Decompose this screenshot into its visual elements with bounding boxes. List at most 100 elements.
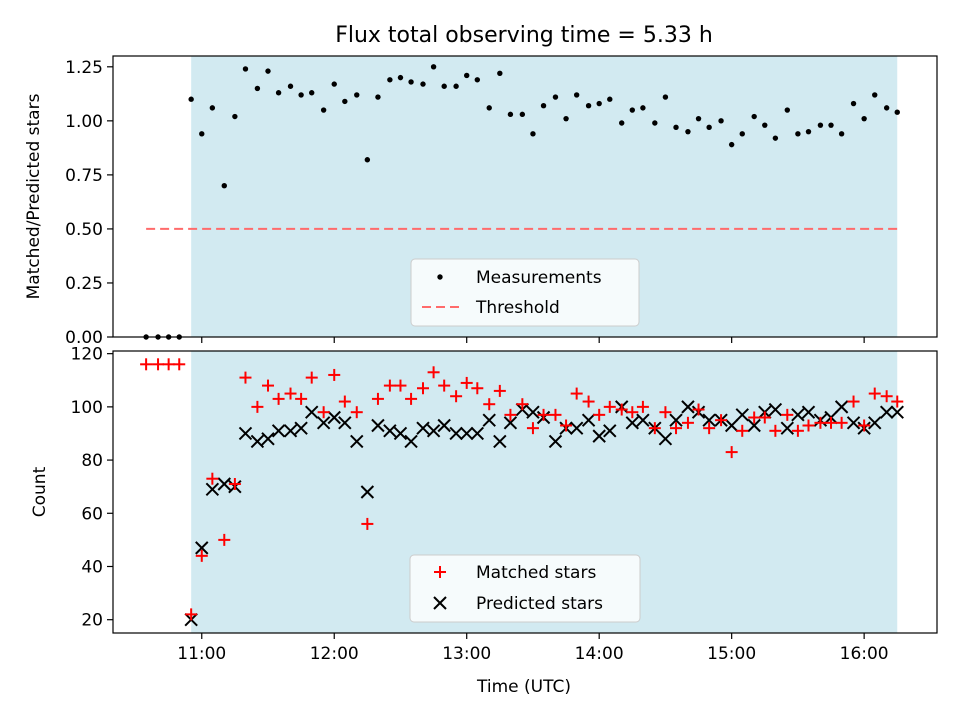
top-legend: Measurements Threshold — [410, 258, 640, 327]
y-tick-label: 20 — [81, 611, 103, 631]
matched-point — [748, 411, 761, 424]
predicted-point — [482, 413, 496, 427]
measurement-point — [387, 77, 393, 83]
predicted-point — [360, 485, 375, 499]
measurement-point — [861, 115, 867, 122]
measurement-point — [894, 109, 900, 115]
matched-point — [272, 392, 285, 405]
predicted-point — [780, 421, 795, 435]
legend-measurements-label: Measurements — [476, 268, 602, 288]
predicted-point — [205, 482, 220, 497]
matched-point — [361, 517, 374, 530]
matched-point — [880, 390, 893, 403]
measurement-point — [464, 72, 470, 79]
matched-point — [868, 387, 881, 400]
matched-point — [626, 406, 639, 419]
predicted-point — [470, 426, 485, 441]
measurement-point — [619, 120, 625, 126]
measurement-point — [728, 141, 735, 148]
top-x-axis-ticks — [201, 337, 865, 343]
measurement-point — [883, 105, 890, 111]
y-tick-label: 0.50 — [65, 220, 103, 240]
measurement-point — [838, 131, 845, 137]
measurement-point — [254, 85, 261, 92]
count-points — [140, 358, 904, 627]
matched-point — [636, 400, 649, 413]
predicted-point — [846, 416, 861, 430]
y-tick-label: 40 — [81, 557, 103, 577]
measurement-point — [805, 128, 812, 135]
matched-point — [140, 358, 153, 371]
predicted-point — [747, 418, 761, 433]
measurement-point — [430, 64, 437, 70]
y-tick-label: 80 — [81, 451, 103, 471]
matched-point — [549, 408, 562, 421]
predicted-point — [834, 400, 849, 414]
y-tick-label: 0.00 — [65, 328, 103, 348]
measurement-point — [751, 113, 757, 120]
matched-point — [603, 400, 616, 413]
measurement-point — [563, 115, 569, 122]
x-tick-label: 15:00 — [707, 644, 756, 664]
measurement-point — [497, 70, 503, 76]
predicted-point — [503, 416, 518, 430]
matched-point — [659, 406, 672, 419]
measurement-point — [795, 131, 801, 137]
matched-point — [450, 390, 463, 403]
matched-point — [791, 424, 804, 437]
measurement-point — [420, 81, 426, 87]
predicted-point — [383, 424, 397, 438]
matched-point — [703, 422, 716, 435]
predicted-point — [636, 413, 650, 427]
predicted-point — [283, 424, 298, 438]
predicted-point — [416, 421, 430, 435]
matched-point — [295, 392, 308, 405]
predicted-point — [393, 426, 408, 441]
measurement-point — [629, 107, 636, 113]
predicted-point — [217, 477, 231, 491]
matched-point — [284, 387, 297, 400]
predicted-point — [426, 424, 441, 438]
measurement-point — [242, 66, 249, 72]
predicted-point — [460, 426, 474, 441]
predicted-point — [669, 413, 683, 427]
measurement-point — [530, 131, 536, 137]
measurement-point — [718, 118, 724, 124]
measurement-point — [275, 90, 282, 96]
predicted-point — [681, 400, 695, 414]
measurement-point — [232, 113, 238, 120]
matched-point — [891, 395, 904, 408]
matched-point — [736, 424, 749, 437]
predicted-point — [294, 421, 308, 435]
x-tick-label: 12:00 — [310, 644, 359, 664]
measurement-point — [364, 157, 371, 163]
matched-point — [648, 422, 661, 435]
matched-point — [858, 419, 871, 432]
matched-point — [185, 608, 198, 621]
matched-point — [173, 358, 186, 371]
matched-point — [615, 403, 628, 416]
legend-predicted-label: Predicted stars — [476, 594, 603, 614]
matched-point — [560, 419, 573, 432]
x-tick-label: 11:00 — [177, 644, 226, 664]
matched-point — [427, 366, 440, 379]
y-tick-label: 120 — [71, 345, 103, 365]
measurement-point — [507, 111, 514, 118]
measurement-point — [872, 92, 878, 98]
matched-point — [835, 416, 848, 429]
predicted-point — [724, 418, 739, 433]
measurement-point — [397, 74, 404, 81]
matched-point — [847, 395, 860, 408]
predicted-point — [603, 424, 617, 438]
measurement-point — [662, 94, 669, 100]
matched-point — [251, 400, 264, 413]
bottom-panel-plot-area: 20 40 60 80 100 120 11:00 12:00 13:00 14:00 15:00… — [30, 345, 938, 697]
predicted-point — [890, 405, 904, 419]
measurement-point — [784, 107, 791, 113]
matched-point — [394, 379, 407, 392]
measurement-point — [474, 77, 481, 83]
matched-point — [758, 411, 771, 424]
matched-point — [483, 398, 496, 411]
matched-point — [692, 403, 705, 416]
matched-point — [152, 358, 165, 371]
